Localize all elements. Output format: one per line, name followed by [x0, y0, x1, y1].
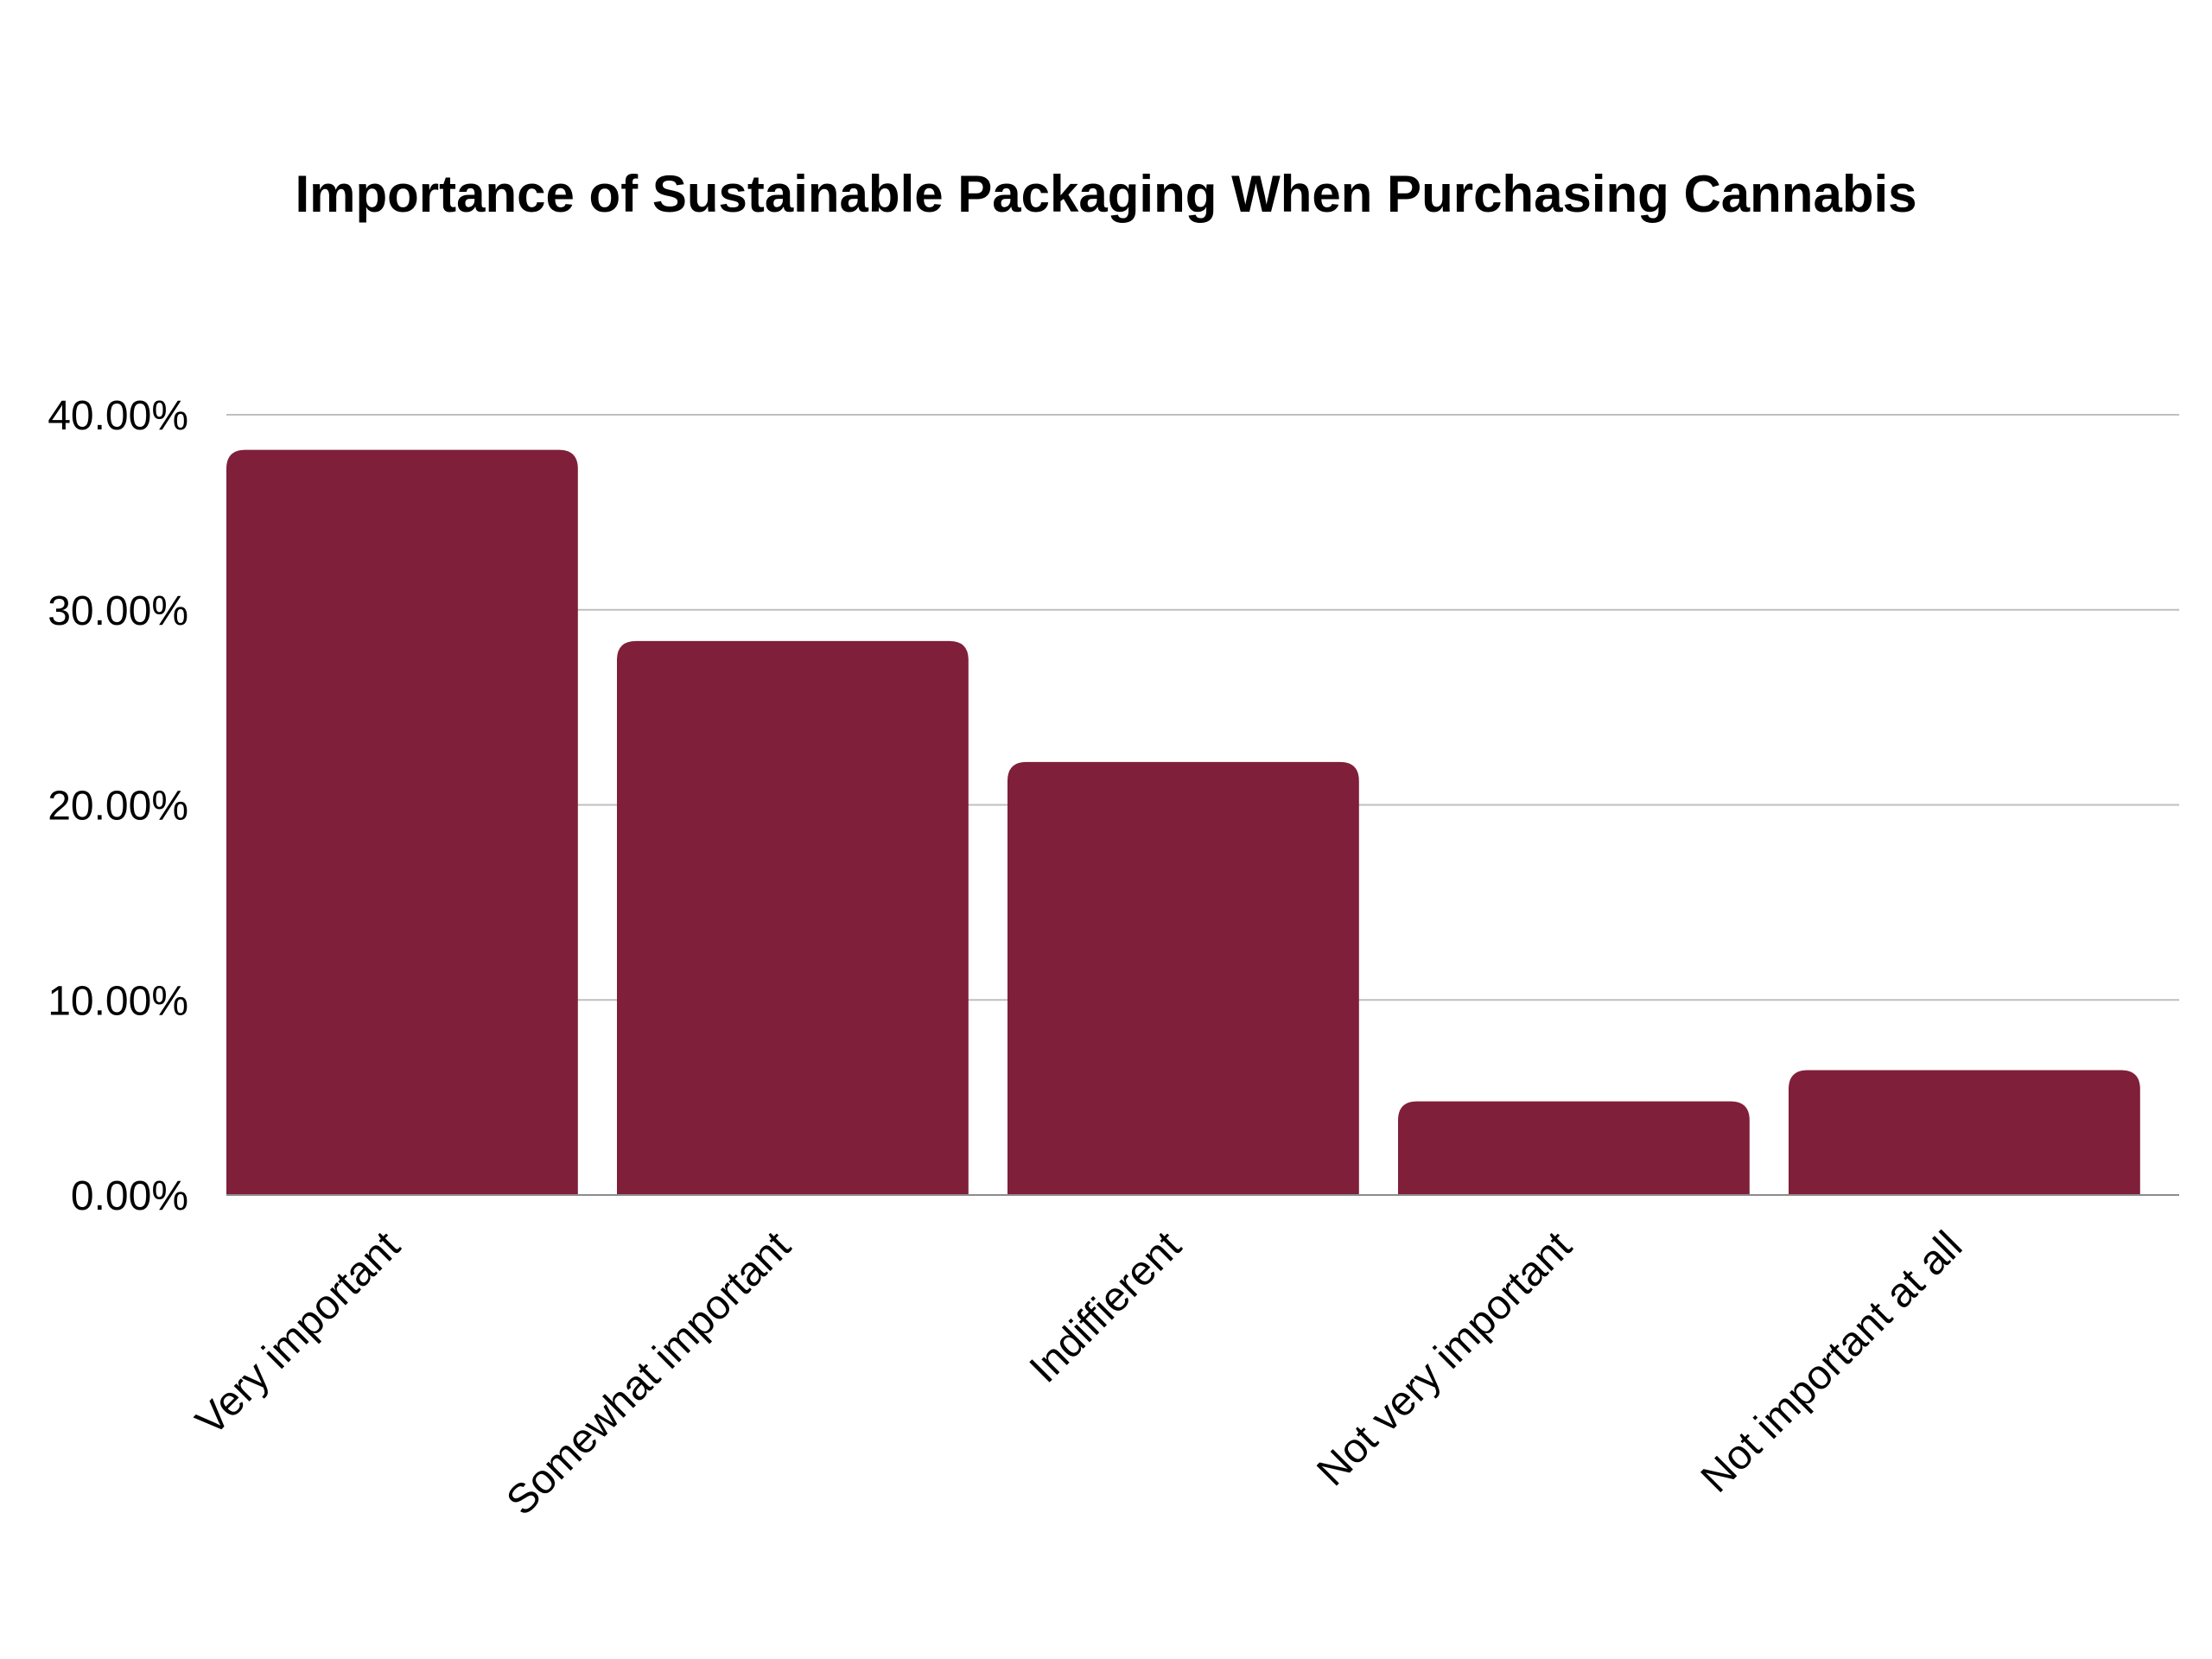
bar [1789, 1070, 2140, 1195]
x-tick-label: Not very important [1308, 1223, 1580, 1495]
chart-title: Importance of Sustainable Packaging When… [295, 165, 1917, 223]
bar [1007, 761, 1359, 1195]
bar [617, 640, 969, 1195]
bar [226, 449, 578, 1195]
x-tick-label: Indiffierent [1021, 1223, 1190, 1391]
bars [226, 449, 2140, 1195]
x-tick-label: Somewhat important [498, 1223, 799, 1524]
y-tick-label: 20.00% [48, 784, 188, 830]
x-tick-label: Not important at all [1693, 1223, 1971, 1501]
x-tick-label: Very important [188, 1223, 409, 1444]
y-tick-label: 30.00% [48, 588, 188, 634]
category-labels: Very important Somewhat important Indiffie… [188, 1223, 1971, 1524]
bar [1398, 1101, 1750, 1195]
y-tick-label: 10.00% [48, 978, 188, 1024]
y-tick-label: 0.00% [71, 1173, 188, 1219]
y-tick-label: 40.00% [48, 393, 188, 439]
y-tick-labels: 0.00% 10.00% 20.00% 30.00% 40.00% [48, 393, 188, 1219]
